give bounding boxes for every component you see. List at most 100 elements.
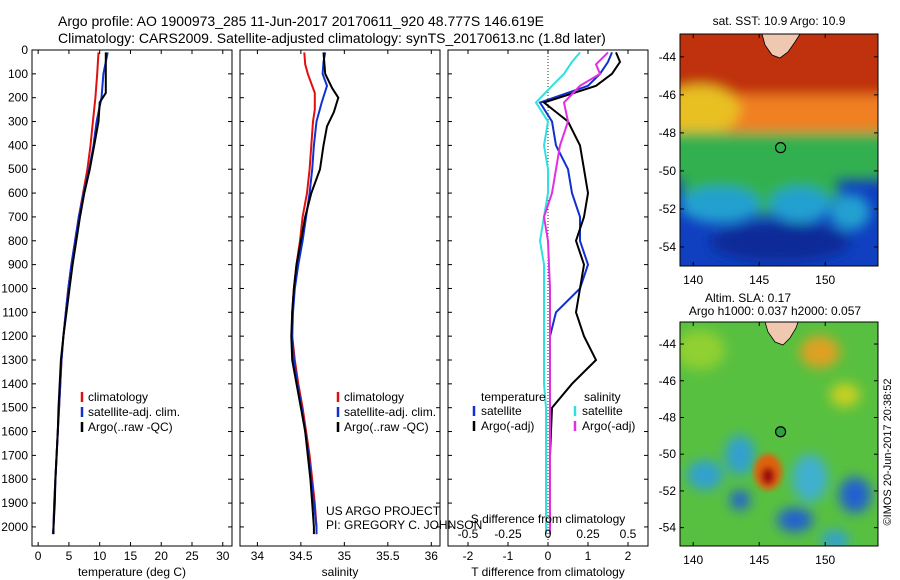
y-tick-label: 500 bbox=[8, 162, 28, 176]
legend-label: satellite bbox=[481, 404, 522, 418]
y-tick-label: 1500 bbox=[1, 401, 28, 415]
legend-label: Argo(..raw -QC) bbox=[344, 420, 429, 434]
salinity-panel: 34 34.5 35 35.5 36 salinity climatologysatel… bbox=[239, 49, 482, 579]
map-y-tick-label: -54 bbox=[659, 521, 677, 535]
y-tick-label: 1400 bbox=[1, 377, 28, 391]
map-x-tick-label: 140 bbox=[683, 553, 703, 567]
y-tick-label: 600 bbox=[8, 186, 28, 200]
map-x-tick-label: 145 bbox=[749, 273, 769, 287]
temperature-panel: 0 5 10 15 20 25 30 0 100 200 300 400 500 600 700 800 90… bbox=[1, 43, 233, 579]
y-tick-label: 100 bbox=[8, 67, 28, 81]
x-tick-label: 35.5 bbox=[376, 549, 400, 563]
map-y-tick-label: -50 bbox=[659, 447, 677, 461]
series-line-difference-2 bbox=[534, 51, 581, 535]
series-line-temperature-2 bbox=[52, 52, 107, 535]
difference-xlabel-s: S difference from climatology bbox=[471, 512, 626, 526]
y-tick-label: 900 bbox=[8, 258, 28, 272]
map-y-tick-label: -44 bbox=[659, 337, 677, 351]
x-tick-label: 0 bbox=[545, 549, 552, 563]
x-tick-label-salinity: -0.5 bbox=[458, 527, 479, 541]
header-line1: Argo profile: AO 1900973_285 11-Jun-2017… bbox=[58, 13, 544, 29]
series-line-temperature-1 bbox=[51, 52, 109, 535]
legend-label: climatology bbox=[88, 390, 148, 404]
sla-map-title: Altim. SLA: 0.17 bbox=[705, 291, 791, 305]
x-tick-label-salinity: 0.25 bbox=[576, 527, 600, 541]
legend-label: Argo(-adj) bbox=[582, 419, 635, 433]
x-tick-label: 25 bbox=[185, 549, 199, 563]
map-x-tick-label: 150 bbox=[815, 553, 835, 567]
difference-xlabel-t: T difference from climatology bbox=[471, 565, 625, 579]
map-x-tick-label: 145 bbox=[749, 553, 769, 567]
x-tick-label: 34.5 bbox=[289, 549, 313, 563]
x-tick-label: -1 bbox=[503, 549, 514, 563]
sla-map-subtitle: Argo h1000: 0.037 h2000: 0.057 bbox=[689, 304, 861, 318]
y-tick-label: 1100 bbox=[2, 305, 28, 319]
x-tick-label: 20 bbox=[155, 549, 169, 563]
y-tick-label: 2000 bbox=[1, 520, 28, 534]
legend-label: climatology bbox=[344, 390, 404, 404]
x-tick-label: 34 bbox=[251, 549, 265, 563]
map-y-tick-label: -46 bbox=[659, 88, 677, 102]
legend-label: Argo(-adj) bbox=[481, 419, 534, 433]
x-tick-label: 0 bbox=[35, 549, 42, 563]
y-tick-label: 1800 bbox=[1, 472, 28, 486]
y-tick-label: 700 bbox=[8, 210, 28, 224]
map-y-tick-label: -44 bbox=[659, 50, 677, 64]
x-tick-label: 35 bbox=[338, 549, 352, 563]
series-line-salinity-1 bbox=[291, 52, 329, 535]
x-tick-label: 10 bbox=[93, 549, 107, 563]
credit-stamp: ©IMOS 20-Jun-2017 20:38:52 bbox=[882, 379, 894, 526]
series-line-salinity-2 bbox=[290, 52, 340, 535]
sst-map-title: sat. SST: 10.9 Argo: 10.9 bbox=[713, 14, 846, 28]
y-tick-label: 1000 bbox=[1, 281, 28, 295]
y-tick-label: 400 bbox=[8, 138, 28, 152]
x-tick-label-salinity: 0.5 bbox=[620, 527, 637, 541]
map-x-tick-label: 140 bbox=[683, 273, 703, 287]
credit-pi: PI: GREGORY C. JOHNSON bbox=[326, 518, 482, 532]
x-tick-label: 5 bbox=[66, 549, 73, 563]
legend-label: satellite-adj. clim. bbox=[88, 405, 180, 419]
x-tick-label-salinity: -0.25 bbox=[494, 527, 522, 541]
map-y-tick-label: -48 bbox=[659, 126, 677, 140]
series-line-difference-3 bbox=[542, 51, 609, 535]
series-line-difference-1 bbox=[541, 52, 622, 535]
x-tick-label: 36 bbox=[425, 549, 439, 563]
sla-argo-marker bbox=[774, 426, 787, 438]
x-tick-label: 1 bbox=[585, 549, 592, 563]
y-tick-label: 1200 bbox=[1, 329, 28, 343]
map-y-tick-label: -54 bbox=[659, 240, 677, 254]
y-tick-label: 200 bbox=[8, 91, 28, 105]
series-line-temperature-0 bbox=[51, 52, 100, 535]
x-tick-label: -2 bbox=[463, 549, 474, 563]
y-tick-label: 1600 bbox=[1, 425, 28, 439]
legend-label: Argo(..raw -QC) bbox=[88, 420, 173, 434]
difference-legend: temperature salinitysatelliteArgo(-adj)sa… bbox=[472, 390, 635, 433]
legend-title-temperature: temperature bbox=[481, 390, 546, 404]
sla-map: Altim. SLA: 0.17 Argo h1000: 0.037 h2000… bbox=[659, 291, 879, 567]
legend-title-salinity: salinity bbox=[584, 390, 621, 404]
map-y-tick-label: -50 bbox=[659, 164, 677, 178]
series-line-salinity-0 bbox=[291, 52, 318, 535]
y-tick-label: 0 bbox=[21, 43, 28, 57]
map-y-tick-label: -52 bbox=[659, 484, 677, 498]
y-tick-label: 1700 bbox=[1, 448, 28, 462]
sst-argo-marker bbox=[774, 142, 787, 154]
y-tick-label: 300 bbox=[8, 115, 28, 129]
salinity-xlabel: salinity bbox=[322, 565, 359, 579]
x-tick-label: 2 bbox=[625, 549, 632, 563]
header-line2: Climatology: CARS2009. Satellite-adjuste… bbox=[58, 30, 606, 46]
credit-project: US ARGO PROJECT bbox=[326, 504, 441, 518]
sst-map: sat. SST: 10.9 Argo: 10.9 140 145 150 -44 -4… bbox=[659, 14, 879, 287]
legend-label: satellite-adj. clim. bbox=[344, 405, 436, 419]
y-tick-label: 1300 bbox=[1, 353, 28, 367]
map-x-tick-label: 150 bbox=[815, 273, 835, 287]
x-tick-label: 15 bbox=[124, 549, 138, 563]
difference-panel: -2 -1 0 1 2 -0.5 -0.25 0 0.25 0.5 S difference f… bbox=[447, 49, 649, 579]
x-tick-label: 30 bbox=[216, 549, 230, 563]
map-y-tick-label: -52 bbox=[659, 202, 677, 216]
temperature-xlabel: temperature (deg C) bbox=[78, 565, 186, 579]
y-tick-label: 800 bbox=[8, 234, 28, 248]
x-tick-label-salinity: 0 bbox=[545, 527, 552, 541]
